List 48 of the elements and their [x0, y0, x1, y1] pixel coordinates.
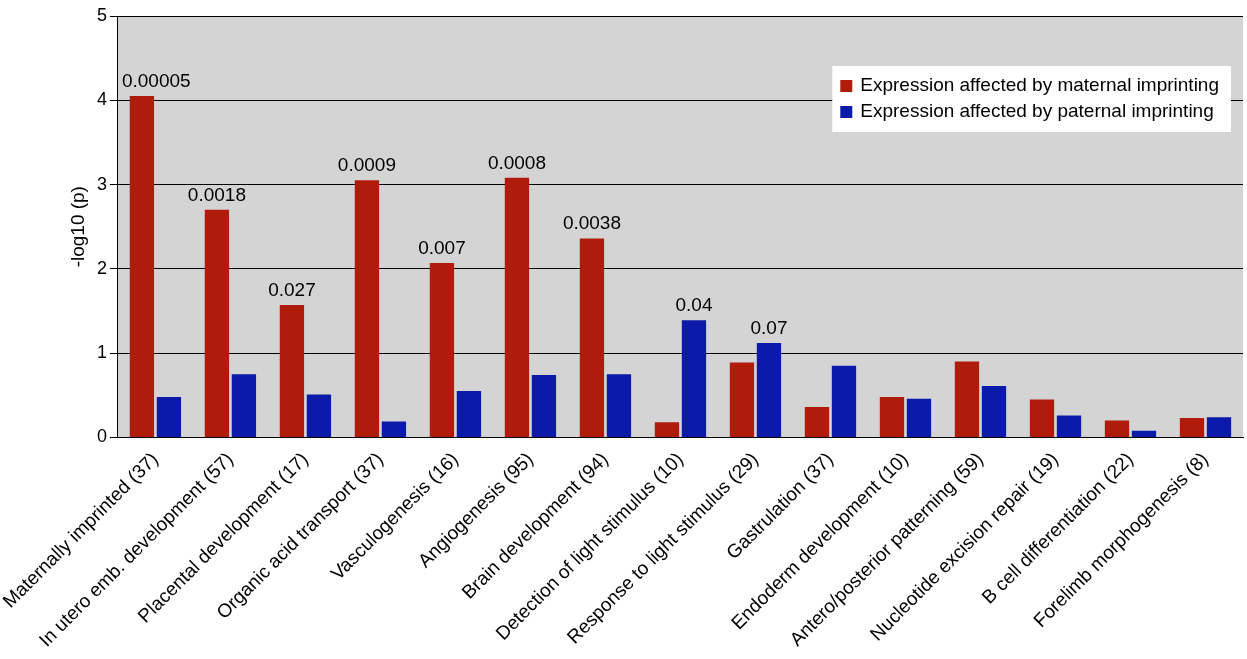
bar: [531, 375, 557, 437]
bar: [231, 374, 257, 437]
bar: [1056, 415, 1082, 437]
annotation: 0.007: [418, 236, 466, 258]
bar: [204, 209, 230, 437]
y-tick-label: 0: [96, 426, 107, 447]
bar: [954, 361, 980, 437]
annotation: 0.0018: [187, 183, 246, 205]
bar: [279, 305, 305, 437]
y-tick-label: 3: [96, 173, 107, 194]
bar: [1179, 418, 1205, 437]
bar: [306, 394, 332, 437]
legend-label: Expression affected by paternal imprinting: [860, 100, 1214, 122]
annotation: 0.027: [268, 278, 316, 300]
bar: [1206, 417, 1232, 437]
y-tick-label: 5: [96, 4, 107, 25]
bar: [1131, 430, 1157, 437]
bar: [879, 396, 905, 437]
bar: [456, 391, 482, 437]
annotation: 0.0038: [562, 212, 622, 234]
annotation: 0.07: [750, 316, 788, 338]
y-tick-label: 1: [96, 342, 107, 363]
bar: [606, 374, 632, 437]
bar: [906, 398, 932, 437]
legend-label: Expression affected by maternal imprinting: [860, 74, 1219, 96]
bar: [729, 362, 755, 437]
annotation: 0.04: [675, 294, 713, 316]
annotation: 0.0009: [337, 154, 396, 176]
bar: [804, 407, 830, 437]
bar: [579, 238, 605, 437]
bar: [504, 177, 530, 437]
bar: [156, 396, 182, 437]
bar: [1029, 399, 1055, 437]
annotation: 0.00005: [121, 69, 191, 91]
bar: [354, 180, 380, 437]
bar: [381, 421, 407, 437]
bar: [654, 422, 680, 437]
annotation: 0.0008: [487, 151, 546, 173]
y-axis-title: -log10 (p): [66, 186, 88, 268]
y-tick-label: 2: [96, 257, 107, 278]
bar: [429, 262, 455, 437]
bar: [981, 386, 1007, 437]
bar: [831, 365, 857, 437]
y-tick-label: 4: [96, 89, 107, 110]
bar: [129, 96, 155, 437]
bar: [756, 343, 782, 437]
bar: [681, 320, 707, 437]
bar: [1104, 420, 1130, 437]
